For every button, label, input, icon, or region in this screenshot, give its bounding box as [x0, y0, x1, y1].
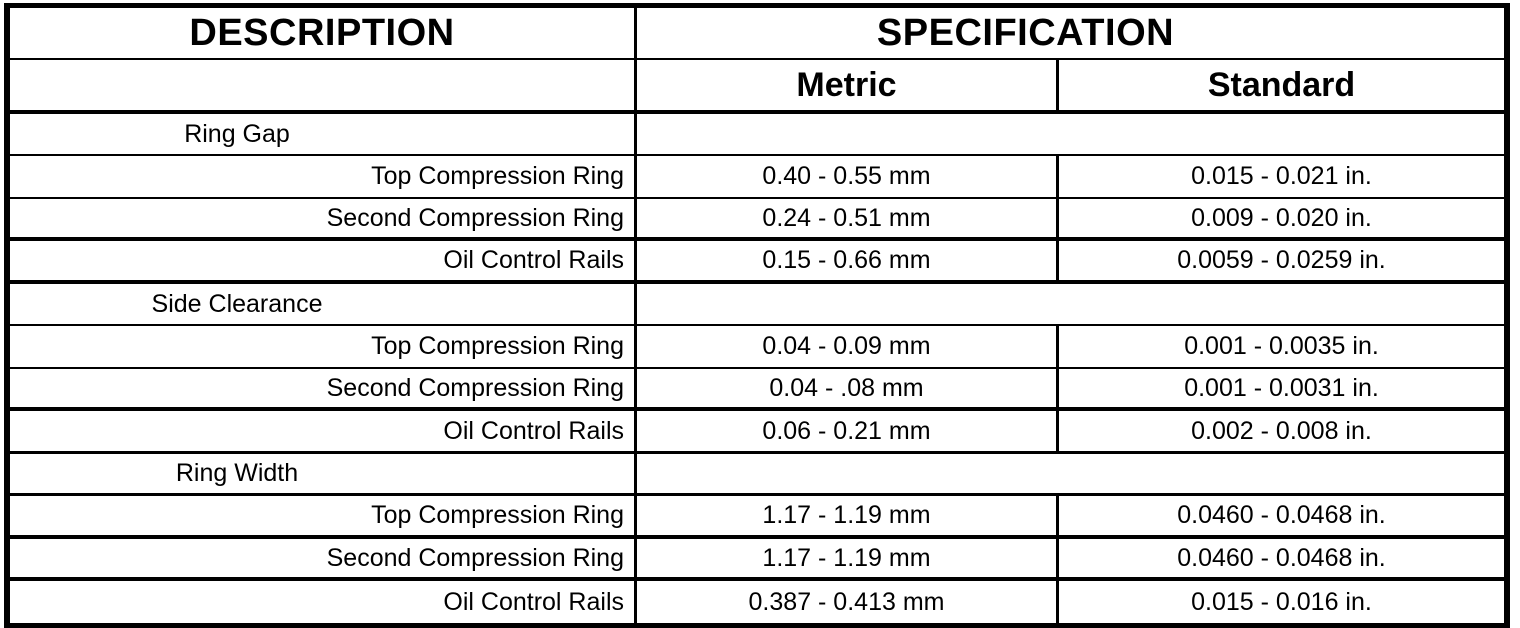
section-title-label: Ring Width — [175, 459, 299, 487]
row-label-text: Oil Control Rails — [443, 246, 624, 274]
merged-empty-spec-cell — [637, 114, 1504, 154]
specification-column-header: SPECIFICATION — [637, 8, 1504, 58]
section-title: Side Clearance — [10, 284, 637, 324]
standard-value-text: 0.001 - 0.0031 in. — [1184, 373, 1379, 402]
standard-value-text: 0.0059 - 0.0259 in. — [1177, 246, 1386, 274]
standard-value: 0.015 - 0.016 in. — [1059, 581, 1504, 623]
row-label-text: Second Compression Ring — [326, 203, 624, 232]
section-title-label: Ring Gap — [184, 119, 290, 148]
standard-column-header: Standard — [1059, 60, 1504, 110]
specification-table: DESCRIPTION SPECIFICATION Metric Standar… — [4, 3, 1510, 628]
metric-value: 0.06 - 0.21 mm — [637, 411, 1059, 451]
standard-value-text: 0.009 - 0.020 in. — [1191, 203, 1372, 232]
metric-value-text: 0.40 - 0.55 mm — [762, 162, 931, 190]
row-label: Top Compression Ring — [10, 496, 637, 535]
metric-value: 0.40 - 0.55 mm — [637, 156, 1059, 197]
standard-value-text: 0.002 - 0.008 in. — [1191, 416, 1372, 445]
table-row: Top Compression Ring 0.04 - 0.09 mm 0.00… — [10, 326, 1504, 369]
table-row: Second Compression Ring 1.17 - 1.19 mm 0… — [10, 539, 1504, 581]
table-row: Top Compression Ring 0.40 - 0.55 mm 0.01… — [10, 156, 1504, 199]
metric-value: 0.15 - 0.66 mm — [637, 241, 1059, 280]
metric-value: 0.04 - 0.09 mm — [637, 326, 1059, 367]
metric-value-text: 1.17 - 1.19 mm — [762, 543, 931, 572]
row-label: Top Compression Ring — [10, 326, 637, 367]
standard-value: 0.015 - 0.021 in. — [1059, 156, 1504, 197]
row-label-text: Oil Control Rails — [443, 416, 624, 445]
row-label-text: Second Compression Ring — [326, 543, 624, 572]
description-header-label: DESCRIPTION — [189, 11, 455, 54]
metric-value: 1.17 - 1.19 mm — [637, 539, 1059, 577]
table-header-row-1: DESCRIPTION SPECIFICATION — [10, 8, 1504, 60]
metric-value-text: 0.387 - 0.413 mm — [748, 587, 945, 616]
metric-value: 1.17 - 1.19 mm — [637, 496, 1059, 535]
standard-value: 0.001 - 0.0035 in. — [1059, 326, 1504, 367]
standard-value: 0.0460 - 0.0468 in. — [1059, 496, 1504, 535]
section-header-row-side-clearance: Side Clearance — [10, 284, 1504, 326]
empty-header-cell — [10, 60, 637, 110]
table-row: Oil Control Rails 0.15 - 0.66 mm 0.0059 … — [10, 241, 1504, 284]
description-column-header: DESCRIPTION — [10, 8, 637, 58]
section-title: Ring Width — [10, 454, 637, 493]
standard-value: 0.009 - 0.020 in. — [1059, 199, 1504, 237]
specification-header-label: SPECIFICATION — [876, 11, 1175, 54]
table-row: Top Compression Ring 1.17 - 1.19 mm 0.04… — [10, 496, 1504, 539]
row-label-text: Top Compression Ring — [371, 501, 624, 529]
standard-value-text: 0.001 - 0.0035 in. — [1184, 332, 1379, 360]
metric-value-text: 1.17 - 1.19 mm — [762, 501, 931, 529]
metric-value-text: 0.04 - .08 mm — [769, 373, 924, 402]
standard-value: 0.0460 - 0.0468 in. — [1059, 539, 1504, 577]
section-header-row-ring-width: Ring Width — [10, 454, 1504, 496]
row-label: Second Compression Ring — [10, 539, 637, 577]
metric-value-text: 0.04 - 0.09 mm — [762, 332, 931, 360]
standard-value-text: 0.0460 - 0.0468 in. — [1177, 501, 1386, 529]
merged-empty-spec-cell — [637, 454, 1504, 493]
table-header-row-2: Metric Standard — [10, 60, 1504, 114]
row-label-text: Oil Control Rails — [443, 587, 624, 616]
row-label-text: Top Compression Ring — [371, 162, 624, 190]
row-label-text: Top Compression Ring — [371, 332, 624, 360]
standard-value-text: 0.0460 - 0.0468 in. — [1177, 543, 1386, 572]
standard-value: 0.0059 - 0.0259 in. — [1059, 241, 1504, 280]
metric-header-label: Metric — [796, 65, 897, 104]
table-row: Second Compression Ring 0.24 - 0.51 mm 0… — [10, 199, 1504, 241]
row-label: Top Compression Ring — [10, 156, 637, 197]
section-title: Ring Gap — [10, 114, 637, 154]
table-row: Oil Control Rails 0.387 - 0.413 mm 0.015… — [10, 581, 1504, 623]
metric-value-text: 0.06 - 0.21 mm — [762, 416, 931, 445]
standard-value: 0.001 - 0.0031 in. — [1059, 369, 1504, 407]
row-label-text: Second Compression Ring — [326, 373, 624, 402]
standard-header-label: Standard — [1207, 65, 1356, 104]
row-label: Oil Control Rails — [10, 411, 637, 451]
metric-value: 0.04 - .08 mm — [637, 369, 1059, 407]
standard-value-text: 0.015 - 0.021 in. — [1191, 162, 1372, 190]
row-label: Second Compression Ring — [10, 369, 637, 407]
metric-value: 0.387 - 0.413 mm — [637, 581, 1059, 623]
row-label: Oil Control Rails — [10, 241, 637, 280]
row-label: Oil Control Rails — [10, 581, 637, 623]
table-row: Second Compression Ring 0.04 - .08 mm 0.… — [10, 369, 1504, 411]
standard-value-text: 0.015 - 0.016 in. — [1191, 587, 1372, 616]
metric-value-text: 0.15 - 0.66 mm — [762, 246, 931, 274]
standard-value: 0.002 - 0.008 in. — [1059, 411, 1504, 451]
table-row: Oil Control Rails 0.06 - 0.21 mm 0.002 -… — [10, 411, 1504, 454]
metric-value-text: 0.24 - 0.51 mm — [762, 203, 931, 232]
merged-empty-spec-cell — [637, 284, 1504, 324]
row-label: Second Compression Ring — [10, 199, 637, 237]
metric-value: 0.24 - 0.51 mm — [637, 199, 1059, 237]
metric-column-header: Metric — [637, 60, 1059, 110]
section-title-label: Side Clearance — [151, 289, 323, 318]
section-header-row-ring-gap: Ring Gap — [10, 114, 1504, 156]
